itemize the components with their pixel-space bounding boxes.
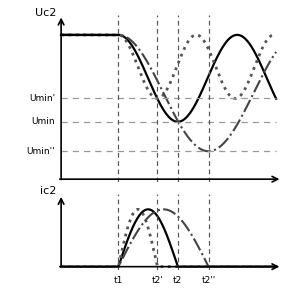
- Text: ic2: ic2: [40, 186, 56, 196]
- Text: Uc2: Uc2: [35, 8, 56, 18]
- Text: Umin': Umin': [29, 94, 55, 103]
- Text: t2: t2: [173, 276, 183, 285]
- Text: Umin'': Umin'': [26, 147, 55, 156]
- Text: t2': t2': [151, 276, 163, 285]
- Text: t1: t1: [114, 276, 123, 285]
- Text: t2'': t2'': [201, 276, 216, 285]
- Text: Umin: Umin: [31, 117, 55, 126]
